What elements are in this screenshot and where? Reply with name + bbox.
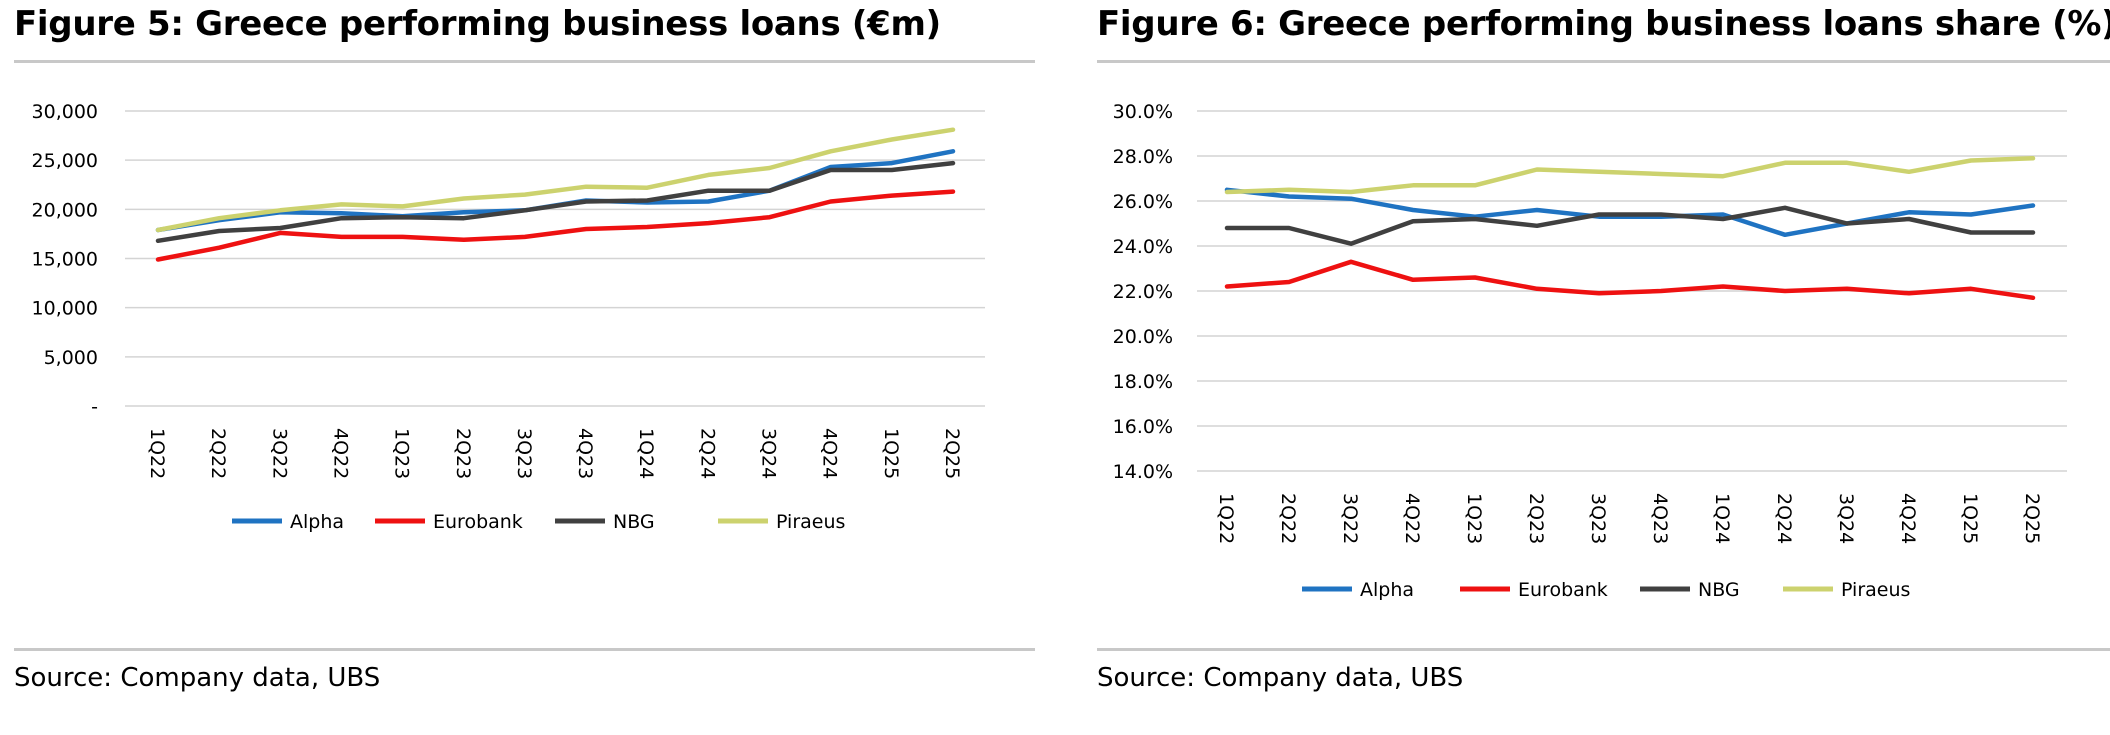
figure-5-title: Figure 5: Greece performing business loa… xyxy=(14,4,941,44)
figure-6-line-chart: 14.0% 16.0% 18.0% 20.0% 22.0% 24.0% 26.0% 28.0%… xyxy=(1113,101,2067,601)
figure-5-x-tick-label: 4Q22 xyxy=(329,428,351,479)
figure-6-legend-label-alpha: Alpha xyxy=(1360,579,1414,601)
figure-6-x-tick-label: 1Q25 xyxy=(1959,493,1981,544)
figure-6-series-line-nbg xyxy=(1224,205,2036,246)
figure-5-x-tick-label: 2Q22 xyxy=(207,428,229,479)
figure-5-y-tick-label: 25,000 xyxy=(32,150,98,172)
figure-6-x-tick-label: 3Q22 xyxy=(1339,493,1361,544)
figure-6-x-tick-label: 2Q23 xyxy=(1525,493,1547,544)
figure-5-legend-label-piraeus: Piraeus xyxy=(776,511,845,533)
figure-5-x-tick-label: 2Q23 xyxy=(452,428,474,479)
figure-5-x-tick-label: 1Q23 xyxy=(391,428,413,479)
figure-5-y-tick-label: 20,000 xyxy=(32,199,98,221)
figure-5-bottom-rule xyxy=(14,648,1035,651)
figure-6-source: Source: Company data, UBS xyxy=(1097,663,1464,693)
figure-6-x-tick-label: 4Q22 xyxy=(1401,493,1423,544)
figure-6-x-tick-label: 1Q23 xyxy=(1463,493,1485,544)
figure-5-legend-label-eurobank: Eurobank xyxy=(433,511,523,533)
figure-5-y-tick-label: 5,000 xyxy=(44,347,98,369)
figure-5-source: Source: Company data, UBS xyxy=(14,663,381,693)
figure-5-x-tick-label: 1Q22 xyxy=(146,428,168,479)
figure-6-x-tick-label: 2Q25 xyxy=(2021,493,2043,544)
figure-6-y-tick-label: 26.0% xyxy=(1113,191,1173,213)
figure-5-y-tick-label: 15,000 xyxy=(32,249,98,271)
figure-5-y-tick-label: - xyxy=(91,396,98,418)
figure-6-y-tick-label: 28.0% xyxy=(1113,146,1173,168)
figure-6-x-tick-label: 3Q24 xyxy=(1835,493,1857,544)
figure-5-y-tick-label: 30,000 xyxy=(32,101,98,123)
figure-5-legend-label-nbg: NBG xyxy=(613,511,655,533)
figure-5-series-line-eurobank xyxy=(155,189,956,262)
figure-6-x-tick-label: 2Q24 xyxy=(1773,493,1795,544)
figure-5-series-line-nbg xyxy=(155,160,956,244)
figure-5-panel: Figure 5: Greece performing business loa… xyxy=(0,0,1050,735)
figure-6-panel: Figure 6: Greece performing business loa… xyxy=(1085,0,2110,735)
figure-5-y-tick-label: 10,000 xyxy=(32,298,98,320)
figure-5-x-tick-label: 4Q24 xyxy=(819,428,841,479)
figure-6-x-tick-label: 4Q24 xyxy=(1897,493,1919,544)
figure-6-series-line-piraeus xyxy=(1224,156,2036,195)
figure-6-x-tick-label: 2Q22 xyxy=(1277,493,1299,544)
figure-5-x-tick-label: 2Q24 xyxy=(696,428,718,479)
figure-6-legend-label-nbg: NBG xyxy=(1698,579,1740,601)
figure-5-x-tick-label: 2Q25 xyxy=(941,428,963,479)
figure-5-series-line-piraeus xyxy=(155,127,956,233)
figure-6-y-tick-label: 20.0% xyxy=(1113,326,1173,348)
figure-6-top-rule xyxy=(1097,60,2110,63)
figure-5-line-chart: - 5,000 10,000 15,000 20,000 25,000 30,000 1Q22… xyxy=(32,101,985,533)
figure-6-series-line-eurobank xyxy=(1224,259,2036,301)
figure-5-top-rule xyxy=(14,60,1035,63)
figure-5-x-tick-label: 3Q22 xyxy=(268,428,290,479)
figure-6-y-tick-label: 18.0% xyxy=(1113,371,1173,393)
figure-6-x-tick-label: 4Q23 xyxy=(1649,493,1671,544)
figure-6-legend-label-eurobank: Eurobank xyxy=(1518,579,1608,601)
figure-6-x-tick-label: 1Q22 xyxy=(1215,493,1237,544)
figure-6-legend-label-piraeus: Piraeus xyxy=(1841,579,1910,601)
figure-6-title: Figure 6: Greece performing business loa… xyxy=(1097,4,2110,44)
figure-6-y-tick-label: 22.0% xyxy=(1113,281,1173,303)
figure-5-x-tick-label: 1Q24 xyxy=(635,428,657,479)
figure-6-bottom-rule xyxy=(1097,648,2110,651)
figure-6-y-tick-label: 30.0% xyxy=(1113,101,1173,123)
figure-6-y-tick-label: 24.0% xyxy=(1113,236,1173,258)
figure-5-x-tick-label: 3Q24 xyxy=(758,428,780,479)
figure-5-x-tick-label: 1Q25 xyxy=(880,428,902,479)
figure-5-legend-label-alpha: Alpha xyxy=(290,511,344,533)
figure-6-y-tick-label: 14.0% xyxy=(1113,461,1173,483)
figure-5-x-tick-label: 3Q23 xyxy=(513,428,535,479)
figure-6-x-tick-label: 1Q24 xyxy=(1711,493,1733,544)
figure-6-x-tick-label: 3Q23 xyxy=(1587,493,1609,544)
figure-6-y-tick-label: 16.0% xyxy=(1113,416,1173,438)
figure-5-x-tick-label: 4Q23 xyxy=(574,428,596,479)
